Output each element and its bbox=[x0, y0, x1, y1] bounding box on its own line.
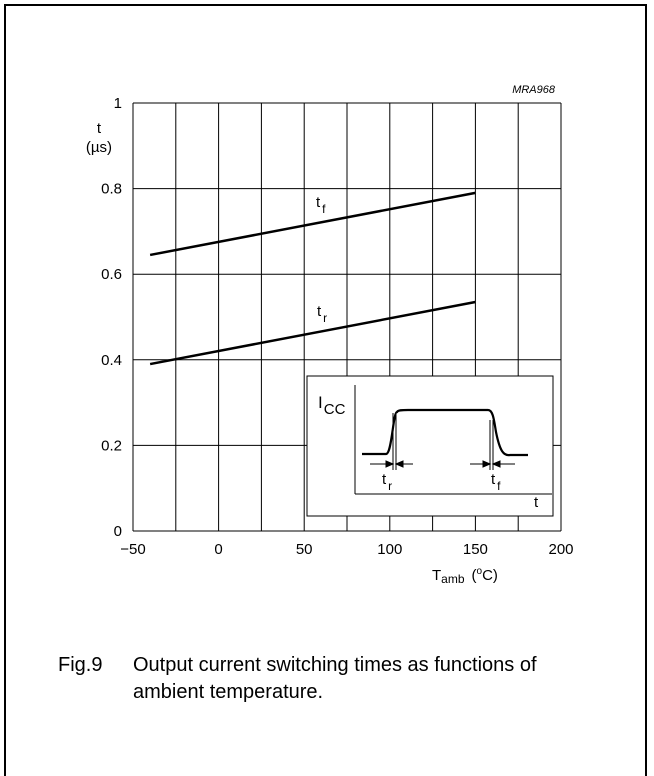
x-tick-label-4: 150 bbox=[463, 541, 488, 558]
y-tick-label-0: 1 bbox=[114, 95, 122, 112]
y-tick-label-3: 0.4 bbox=[101, 352, 122, 369]
y-tick-label-4: 0.2 bbox=[101, 437, 122, 454]
series-line-tf bbox=[149, 191, 476, 257]
inset-x-label: t bbox=[534, 494, 539, 511]
figure-caption-text: Output current switching times as functi… bbox=[133, 654, 537, 703]
x-tick-label-3: 100 bbox=[377, 541, 402, 558]
chart-series bbox=[149, 191, 476, 366]
inset-waveform bbox=[362, 408, 528, 457]
inset-frame bbox=[306, 375, 554, 517]
y-axis-unit: (µs) bbox=[86, 139, 112, 156]
y-tick-label-5: 0 bbox=[114, 523, 122, 540]
y-tick-label-1: 0.8 bbox=[101, 181, 122, 198]
x-tick-label-0: −50 bbox=[120, 541, 145, 558]
figure-frame bbox=[4, 4, 647, 776]
x-tick-label-2: 50 bbox=[296, 541, 313, 558]
inset-y-label: ICC bbox=[318, 393, 346, 418]
figure-number: Fig.9 bbox=[58, 654, 103, 676]
chart-id-label: MRA968 bbox=[512, 84, 556, 96]
x-axis-label: Tamb (oC) bbox=[432, 566, 498, 586]
rise-arrows bbox=[370, 460, 413, 468]
series-line-tr bbox=[149, 300, 476, 366]
y-tick-label-2: 0.6 bbox=[101, 266, 122, 283]
x-tick-label-1: 0 bbox=[214, 541, 222, 558]
y-axis-label: t bbox=[97, 120, 102, 137]
fall-arrows bbox=[470, 460, 515, 468]
x-tick-label-5: 200 bbox=[548, 541, 573, 558]
